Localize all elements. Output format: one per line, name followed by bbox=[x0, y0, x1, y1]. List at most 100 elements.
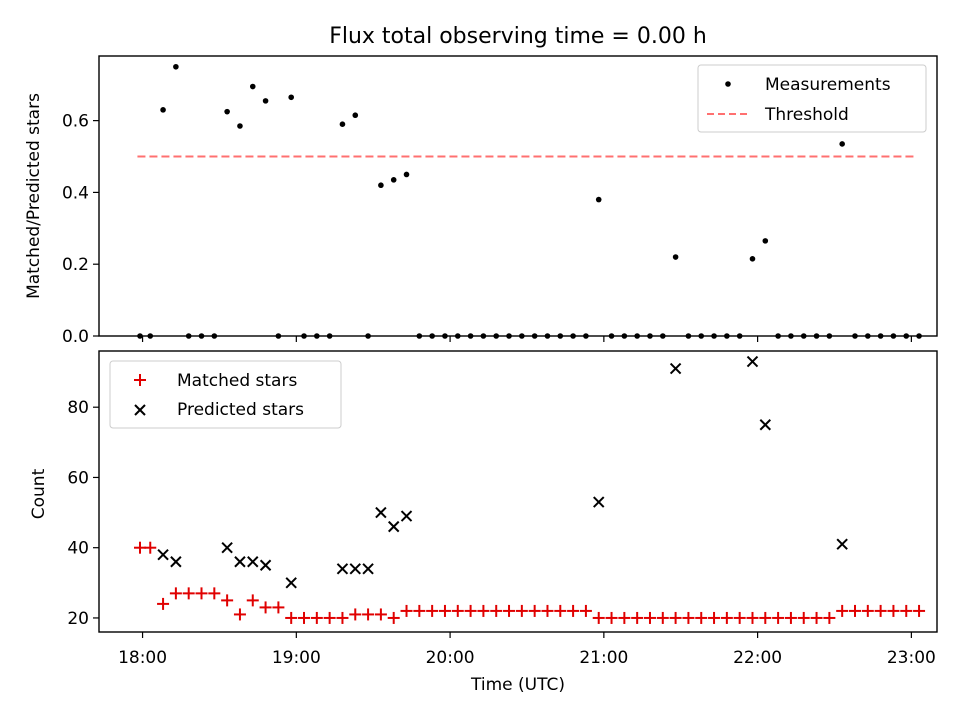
measurement-point bbox=[198, 333, 205, 339]
measurement-point bbox=[775, 333, 781, 339]
measurement-point bbox=[724, 333, 730, 339]
matched-star-point bbox=[464, 604, 477, 617]
matched-star-point bbox=[848, 604, 861, 617]
matched-star-point bbox=[823, 611, 836, 624]
measurement-point bbox=[429, 333, 435, 339]
matched-star-point bbox=[887, 604, 900, 617]
bottom-x-ticks: 18:00 19:00 20:00 21:00 22:00 23:00 bbox=[118, 632, 936, 668]
matched-star-point bbox=[246, 594, 259, 607]
matched-star-point bbox=[528, 604, 541, 617]
top-legend-frame bbox=[697, 64, 927, 133]
measurement-point bbox=[916, 333, 922, 339]
predicted-star-point bbox=[375, 506, 387, 519]
chart-title: Flux total observing time = 0.00 h bbox=[329, 24, 707, 49]
matched-star-point bbox=[836, 604, 849, 617]
matched-star-point bbox=[144, 541, 157, 554]
predicted-star-point bbox=[746, 355, 759, 368]
bottom-plot-frame bbox=[98, 350, 938, 633]
matched-star-point bbox=[772, 611, 785, 624]
top-y-tick-label: 0.0 bbox=[62, 327, 89, 347]
measurement-point bbox=[698, 333, 705, 339]
measurement-point bbox=[137, 333, 143, 339]
matched-star-point bbox=[592, 611, 605, 624]
matched-star-point bbox=[720, 611, 733, 624]
measurement-point bbox=[621, 333, 628, 339]
measurement-point bbox=[685, 333, 692, 339]
legend-predicted-label: Predicted stars bbox=[177, 400, 304, 420]
bottom-legend-frame bbox=[109, 360, 342, 429]
matched-star-point bbox=[413, 604, 426, 617]
measurement-point bbox=[262, 98, 269, 104]
measurement-point bbox=[583, 333, 589, 339]
measurement-point bbox=[403, 171, 410, 178]
measurement-point bbox=[224, 108, 230, 115]
matched-star-point bbox=[541, 604, 554, 617]
matched-star-point bbox=[221, 594, 234, 607]
bottom-y-tick-label: 80 bbox=[67, 398, 89, 418]
legend-matched-marker bbox=[134, 374, 146, 386]
measurement-point bbox=[634, 333, 640, 339]
measurement-point bbox=[647, 333, 653, 339]
x-tick-label: 20:00 bbox=[426, 648, 475, 668]
matched-star-point bbox=[567, 604, 580, 617]
predicted-star-point bbox=[836, 538, 848, 550]
top-y-tick-label: 0.4 bbox=[62, 183, 89, 203]
matched-star-point bbox=[362, 608, 375, 621]
measurement-point bbox=[711, 333, 717, 339]
matched-star-point bbox=[208, 587, 221, 600]
matched-star-point bbox=[451, 604, 464, 617]
bottom-y-tick-label: 20 bbox=[67, 609, 89, 629]
matched-star-point bbox=[682, 611, 695, 624]
matched-star-point bbox=[861, 604, 874, 617]
measurement-point bbox=[852, 333, 858, 339]
measurement-point bbox=[890, 333, 897, 339]
predicted-star-point bbox=[285, 577, 297, 589]
measurement-point bbox=[826, 333, 833, 339]
measurement-point bbox=[467, 333, 474, 339]
matched-star-point bbox=[759, 611, 772, 624]
matched-star-point bbox=[298, 611, 311, 624]
measurement-point bbox=[672, 254, 679, 260]
matched-star-point bbox=[272, 601, 285, 614]
predicted-star-point bbox=[221, 541, 233, 554]
matched-star-point bbox=[733, 611, 746, 624]
measurement-point bbox=[237, 123, 243, 129]
measurement-point bbox=[839, 141, 845, 147]
matched-star-point bbox=[784, 611, 797, 624]
matched-star-point bbox=[400, 604, 413, 617]
measurement-point bbox=[211, 333, 218, 339]
top-y-ticks: 0.0 0.2 0.4 0.6 bbox=[62, 112, 99, 347]
predicted-star-point bbox=[259, 559, 272, 571]
measurement-point bbox=[493, 333, 500, 339]
measurement-point bbox=[249, 83, 256, 90]
matched-star-point bbox=[900, 604, 913, 617]
predicted-star-point bbox=[593, 496, 605, 508]
matched-star-point bbox=[579, 604, 592, 617]
measurement-point bbox=[314, 333, 320, 339]
measurement-point bbox=[544, 333, 551, 339]
x-axis-label: Time (UTC) bbox=[470, 675, 565, 695]
legend-predicted-marker bbox=[134, 404, 146, 416]
bottom-y-tick-label: 60 bbox=[67, 468, 89, 488]
measurement-points bbox=[137, 63, 922, 339]
measurement-point bbox=[301, 333, 307, 339]
measurement-point bbox=[185, 333, 192, 339]
predicted-star-point bbox=[234, 556, 246, 568]
measurement-point bbox=[339, 121, 346, 128]
top-legend: Measurements Threshold bbox=[697, 64, 927, 133]
measurement-point bbox=[173, 63, 179, 70]
predicted-star-point bbox=[400, 510, 413, 522]
matched-star-point bbox=[336, 611, 349, 624]
measurement-point bbox=[865, 333, 871, 339]
x-tick-label: 21:00 bbox=[579, 648, 628, 668]
bottom-y-tick-label: 40 bbox=[67, 539, 89, 559]
top-x-ticks bbox=[141, 336, 912, 342]
matched-star-point bbox=[797, 611, 810, 624]
measurement-point bbox=[275, 333, 282, 339]
predicted-star-point bbox=[669, 362, 682, 375]
measurement-point bbox=[903, 333, 910, 339]
bottom-y-ticks: 20 40 60 80 bbox=[67, 398, 99, 629]
measurement-point bbox=[736, 333, 743, 339]
measurement-point bbox=[557, 333, 564, 339]
